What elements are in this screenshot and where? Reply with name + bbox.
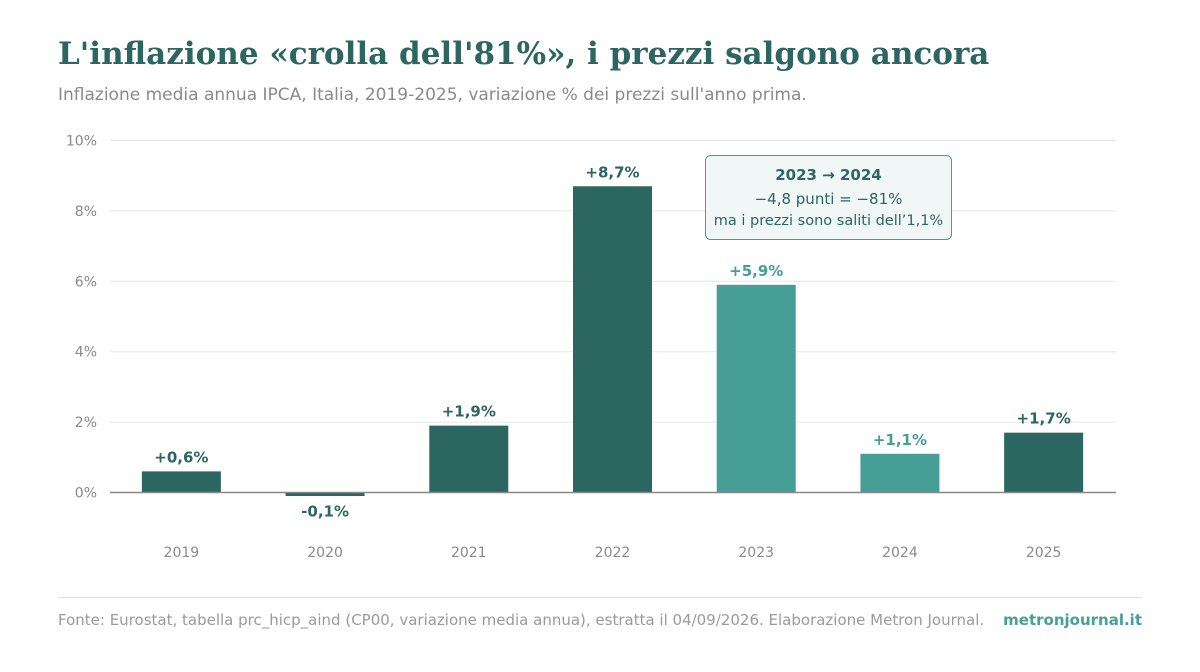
value-label: +5,9% — [729, 262, 783, 280]
bar-2024 — [860, 453, 940, 493]
brand-link[interactable]: metronjournal.it — [1003, 611, 1142, 629]
value-label: +1,9% — [442, 403, 496, 421]
bar-2025 — [1004, 432, 1084, 493]
source-note: Fonte: Eurostat, tabella prc_hicp_aind (… — [58, 611, 985, 629]
x-tick-label: 2025 — [1026, 545, 1062, 561]
bar-2020 — [285, 492, 365, 497]
x-tick-label: 2022 — [595, 545, 631, 561]
x-tick-label: 2020 — [307, 545, 343, 561]
y-tick-label: 8% — [75, 204, 97, 220]
y-tick-label: 4% — [75, 345, 97, 361]
x-tick-label: 2024 — [882, 545, 918, 561]
value-label: +8,7% — [585, 163, 639, 181]
chart-subtitle: Inflazione media annua IPCA, Italia, 201… — [58, 85, 807, 105]
value-label: +1,7% — [1017, 410, 1071, 428]
y-tick-label: 10% — [66, 134, 97, 150]
annotation-line: −4,8 punti = −81% — [755, 190, 903, 208]
bar-2019 — [141, 471, 221, 493]
y-tick-label: 0% — [75, 486, 97, 502]
x-tick-label: 2021 — [451, 545, 487, 561]
annotation-box — [705, 155, 952, 240]
y-tick-label: 2% — [75, 415, 97, 431]
annotation-title: 2023 → 2024 — [775, 166, 882, 184]
value-label: +1,1% — [873, 431, 927, 449]
bar-2021 — [429, 425, 509, 493]
bar-2022 — [573, 186, 652, 493]
annotation-line: ma i prezzi sono saliti dell’1,1% — [714, 213, 943, 229]
x-tick-label: 2023 — [738, 545, 774, 561]
footer: Fonte: Eurostat, tabella prc_hicp_aind (… — [58, 611, 1142, 629]
chart-title: L'inflazione «crolla dell'81%», i prezzi… — [58, 36, 990, 72]
footer-divider — [58, 597, 1142, 598]
y-tick-label: 6% — [75, 274, 97, 290]
x-tick-label: 2019 — [164, 545, 200, 561]
value-label: +0,6% — [154, 448, 208, 466]
bar-chart: 0% 2% 4% 6% 8% 10% +0,6% 2019 -0,1% 2020 +1,9% 2021… — [66, 134, 1116, 561]
bar-2023 — [716, 284, 796, 493]
value-label: -0,1% — [301, 503, 349, 521]
